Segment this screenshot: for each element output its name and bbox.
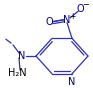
Text: +: +: [69, 12, 75, 21]
Text: O: O: [76, 4, 84, 14]
Text: H₂N: H₂N: [8, 68, 27, 78]
Text: −: −: [82, 0, 89, 9]
Text: N: N: [63, 15, 71, 25]
Text: N: N: [18, 51, 26, 61]
Text: O: O: [45, 17, 53, 27]
Text: N: N: [68, 77, 76, 87]
